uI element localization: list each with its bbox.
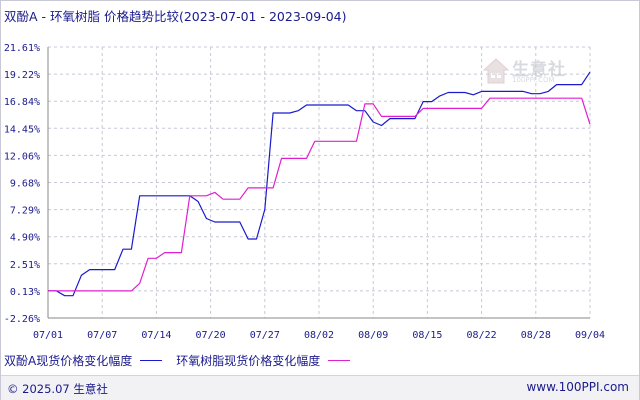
- y-tick-label: 0.13%: [10, 287, 40, 298]
- y-tick-label: 16.84%: [4, 97, 40, 108]
- x-tick-label: 07/07: [87, 330, 117, 341]
- x-tick-label: 08/22: [467, 330, 497, 341]
- legend-item-series1: 双酚A现货价格变化幅度: [4, 352, 163, 369]
- y-tick-label: 14.45%: [4, 124, 40, 135]
- x-tick-label: 07/27: [250, 330, 280, 341]
- legend-label-series1: 双酚A现货价格变化幅度: [4, 354, 133, 368]
- y-tick-label: 4.90%: [10, 233, 40, 244]
- x-tick-label: 08/02: [304, 330, 334, 341]
- x-tick-label: 07/01: [33, 330, 63, 341]
- y-tick-label: 9.68%: [10, 179, 40, 190]
- y-tick-labels: 21.61% 19.22% 16.84% 14.45% 12.06% 9.68% 7.29%…: [4, 43, 40, 325]
- x-tick-label: 07/14: [141, 330, 171, 341]
- y-tick-label: -2.26%: [4, 314, 40, 325]
- series-line-1: [48, 71, 591, 297]
- legend-swatch-series1: [140, 360, 163, 361]
- y-tick-label: 2.51%: [10, 260, 40, 271]
- y-tick-label: 19.22%: [4, 70, 40, 81]
- legend-label-series2: 环氧树脂现货价格变化幅度: [176, 354, 321, 368]
- watermark-logo: 生意社 100PPI.COM: [482, 55, 572, 89]
- series-lines: [48, 71, 591, 297]
- series-line-2: [48, 97, 591, 292]
- x-tick-label: 09/04: [575, 330, 605, 341]
- watermark-name: 生意社: [512, 60, 566, 80]
- x-tick-label: 08/09: [358, 330, 388, 341]
- x-tick-labels: 07/01 07/07 07/14 07/20 07/27 08/02 08/09 08/15…: [33, 330, 605, 341]
- legend-item-series2: 环氧树脂现货价格变化幅度: [176, 352, 351, 369]
- grid-lines: [47, 46, 591, 319]
- house-icon: [482, 58, 510, 84]
- legend: 双酚A现货价格变化幅度 环氧树脂现货价格变化幅度: [4, 352, 364, 369]
- y-tick-label: 21.61%: [4, 43, 40, 54]
- site-url-link[interactable]: www.100PPI.com: [526, 380, 629, 394]
- x-tick-label: 07/20: [196, 330, 226, 341]
- x-tick-label: 08/28: [521, 330, 551, 341]
- legend-swatch-series2: [328, 360, 351, 361]
- axes: [47, 47, 590, 319]
- x-tick-label: 08/15: [412, 330, 442, 341]
- watermark-sub: 100PPI.COM: [512, 76, 555, 84]
- footer-bar: © 2025.07 生意社 www.100PPI.com: [1, 375, 639, 400]
- chart-title: 双酚A - 环氧树脂 价格趋势比较(2023-07-01 - 2023-09-0…: [4, 9, 347, 24]
- copyright-text: © 2025.07 生意社: [7, 382, 108, 396]
- y-tick-label: 12.06%: [4, 151, 40, 162]
- y-tick-label: 7.29%: [10, 206, 40, 217]
